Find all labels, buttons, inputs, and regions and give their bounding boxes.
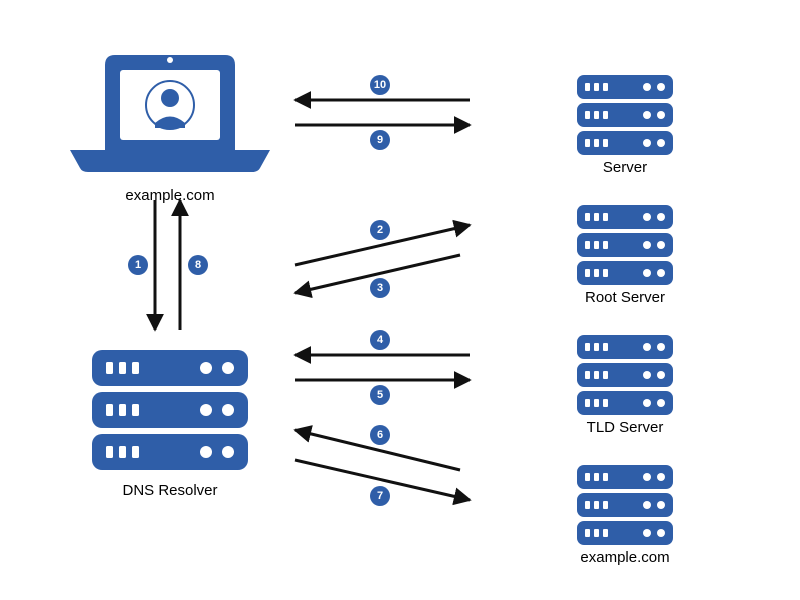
laptop-icon [70, 55, 270, 172]
server-small-icon [577, 335, 673, 415]
node-root_server: Root Server [577, 205, 673, 306]
step-badge-2: 2 [370, 220, 390, 240]
step-number: 10 [374, 79, 386, 91]
server-large-icon [92, 350, 248, 470]
step-number: 9 [377, 134, 383, 146]
server-small-icon [577, 465, 673, 545]
node-client: example.com [70, 55, 270, 204]
step-badge-8: 8 [188, 255, 208, 275]
step-number: 5 [377, 389, 383, 401]
step-number: 7 [377, 490, 383, 502]
step-badge-4: 4 [370, 330, 390, 350]
node-label-root_server: Root Server [585, 289, 665, 306]
step-badge-7: 7 [370, 486, 390, 506]
node-server: Server [577, 75, 673, 176]
step-badge-6: 6 [370, 425, 390, 445]
step-number: 1 [135, 259, 141, 271]
server-small-icon [577, 205, 673, 285]
node-tld_server: TLD Server [577, 335, 673, 436]
step-number: 8 [195, 259, 201, 271]
step-number: 6 [377, 429, 383, 441]
node-label-auth_server: example.com [580, 549, 669, 566]
node-resolver: DNS Resolver [92, 350, 248, 499]
node-auth_server: example.com [577, 465, 673, 566]
step-number: 4 [377, 334, 384, 346]
server-small-icon [577, 75, 673, 155]
node-label-client: example.com [125, 187, 214, 204]
step-badge-9: 9 [370, 130, 390, 150]
dns-resolution-diagram: example.com Server Root Server TLD Server ex… [0, 0, 800, 600]
step-number: 3 [377, 282, 383, 294]
step-badge-1: 1 [128, 255, 148, 275]
step-number: 2 [377, 224, 383, 236]
node-label-resolver: DNS Resolver [122, 482, 217, 499]
node-label-server: Server [603, 159, 647, 176]
step-badge-10: 10 [370, 75, 390, 95]
node-label-tld_server: TLD Server [587, 419, 664, 436]
step-badge-3: 3 [370, 278, 390, 298]
step-badge-5: 5 [370, 385, 390, 405]
